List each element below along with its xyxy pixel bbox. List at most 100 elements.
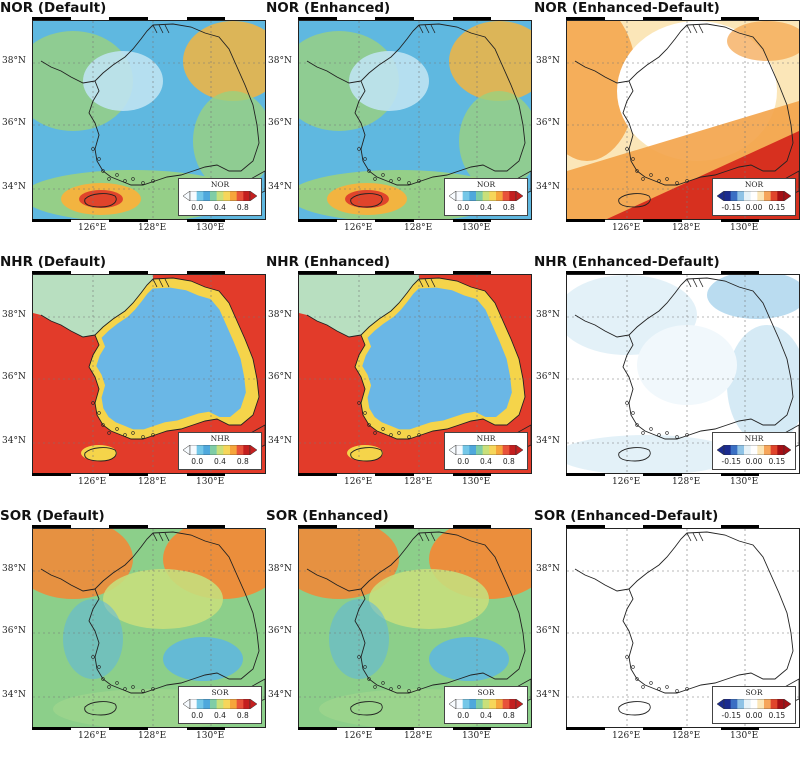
island: [649, 681, 653, 685]
colorbar: NOR 0.0 0.4 0.8: [444, 178, 528, 216]
north-coastline: [40, 568, 96, 592]
lon-label: 128°E: [672, 477, 701, 487]
island: [417, 179, 421, 183]
colorbar-tick: 0.15: [768, 457, 786, 466]
frame-bar: [109, 727, 148, 730]
colorbar-tick: 0.00: [745, 457, 763, 466]
lat-label: 38°N: [268, 310, 292, 320]
island: [357, 401, 361, 405]
lat-label: 34°N: [268, 182, 292, 192]
island: [631, 665, 635, 669]
frame-bar: [298, 525, 337, 528]
island: [407, 435, 411, 439]
colorbar: SOR 0.0 0.4 0.8: [178, 686, 262, 724]
lat-label: 34°N: [536, 182, 560, 192]
island: [373, 685, 377, 689]
lat-label: 38°N: [268, 56, 292, 66]
lon-label: 128°E: [672, 223, 701, 233]
lat-label: 38°N: [536, 310, 560, 320]
colorbar-tick: 0.0: [457, 457, 470, 466]
frame-bar: [643, 271, 682, 274]
island: [115, 173, 119, 177]
colorbar-gradient: [449, 191, 523, 201]
map-panel: NOR (Enhanced-Default) 38°N 36°N 34°N 126°E 1…: [534, 0, 800, 250]
colorbar-tick: 0.4: [480, 457, 492, 466]
island: [91, 401, 95, 405]
island: [101, 677, 105, 681]
island: [665, 685, 669, 689]
lon-label: 128°E: [672, 731, 701, 741]
lon-label: 130°E: [462, 731, 491, 741]
lon-label: 126°E: [612, 731, 641, 741]
island: [97, 665, 101, 669]
panel-title: NHR (Enhanced): [266, 254, 391, 270]
frame-bar: [375, 525, 414, 528]
lat-label: 36°N: [2, 372, 26, 382]
lat-label: 34°N: [2, 436, 26, 446]
border-line: [686, 278, 704, 288]
frame-bar: [32, 525, 71, 528]
lat-label: 38°N: [2, 310, 26, 320]
panel-title: NHR (Enhanced-Default): [534, 254, 720, 270]
colorbar-label: SOR: [745, 688, 763, 697]
colorbar: SOR 0.0 0.4 0.8: [444, 686, 528, 724]
island: [625, 401, 629, 405]
jeju-island: [350, 701, 383, 716]
frame-bar: [720, 271, 760, 274]
lat-label: 36°N: [2, 118, 26, 128]
lon-label: 126°E: [344, 223, 373, 233]
map-panel: NHR (Enhanced) 38°N 36°N 34°N 126°E 128°E 130°…: [266, 254, 532, 504]
island: [373, 431, 377, 435]
frame-bar: [643, 17, 682, 20]
frame-bar: [186, 219, 226, 222]
frame-bar: [643, 727, 682, 730]
map-area: [298, 274, 532, 474]
island: [107, 177, 111, 181]
colorbar-tick: 0.8: [236, 203, 249, 212]
jeju-island: [618, 701, 651, 716]
lon-label: 130°E: [196, 731, 225, 741]
frame-bar: [720, 727, 760, 730]
colorbar-label: NOR: [210, 180, 230, 189]
island: [151, 179, 155, 183]
colorbar-tick: 0.0: [191, 203, 204, 212]
island: [397, 431, 401, 435]
frame-bar: [186, 17, 226, 20]
colorbar-tick: 0.15: [768, 711, 786, 720]
panel-title: SOR (Enhanced-Default): [534, 508, 719, 524]
colorbar-tick: 0.0: [457, 711, 470, 720]
frame-bar: [109, 525, 148, 528]
island: [665, 177, 669, 181]
island: [107, 685, 111, 689]
lon-label: 128°E: [138, 731, 167, 741]
island: [417, 433, 421, 437]
colorbar: NOR -0.15 0.00 0.15: [712, 178, 796, 216]
island: [363, 157, 367, 161]
island: [685, 179, 689, 183]
lon-label: 130°E: [730, 477, 759, 487]
colorbar-tick: 0.15: [768, 203, 786, 212]
border-line: [152, 24, 170, 34]
island: [131, 685, 135, 689]
panel-title: SOR (Default): [0, 508, 105, 524]
lon-label: 128°E: [138, 223, 167, 233]
island: [417, 687, 421, 691]
colorbar-gradient: [449, 445, 523, 455]
frame-bar: [720, 17, 760, 20]
island: [397, 177, 401, 181]
frame-bar: [109, 17, 148, 20]
lat-label: 36°N: [536, 372, 560, 382]
north-coastline: [40, 314, 96, 338]
island: [97, 157, 101, 161]
island: [625, 147, 629, 151]
frame-bar: [566, 17, 605, 20]
island: [373, 177, 377, 181]
field-map: [299, 275, 531, 473]
lon-label: 126°E: [78, 477, 107, 487]
island: [141, 689, 145, 693]
island: [657, 433, 661, 437]
island: [363, 411, 367, 415]
lat-label: 36°N: [536, 118, 560, 128]
frame-bar: [566, 271, 605, 274]
north-coastline: [306, 314, 362, 338]
